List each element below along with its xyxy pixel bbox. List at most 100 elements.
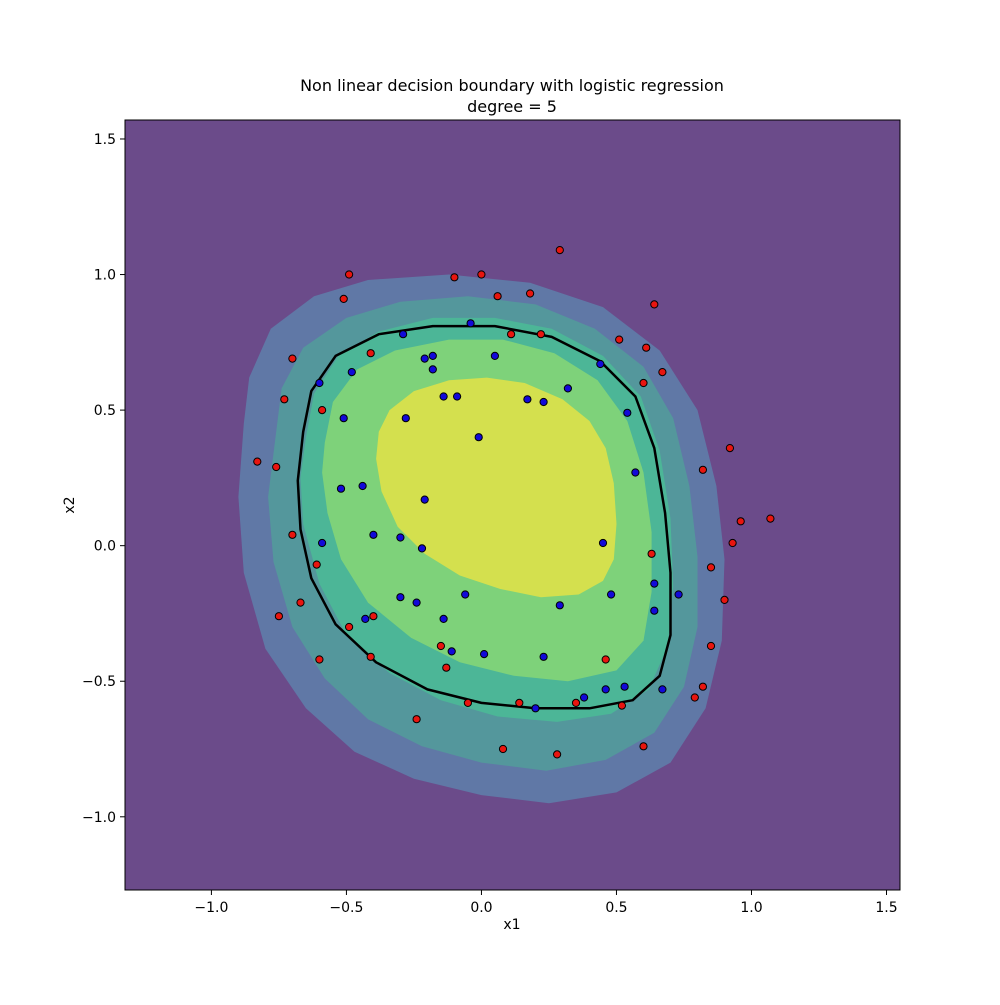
scatter-point-series-1 (412, 598, 421, 607)
scatter-point-series-0 (463, 698, 472, 708)
y-tick-label: 1.0 (94, 268, 116, 284)
scatter-point-series-0 (617, 701, 627, 710)
scatter-point-series-0 (639, 742, 648, 751)
scatter-point-series-1 (596, 359, 605, 369)
scatter-point-series-0 (280, 395, 289, 404)
scatter-point-series-1 (580, 693, 589, 702)
scatter-point-series-0 (720, 595, 729, 605)
scatter-point-series-1 (620, 682, 629, 691)
scatter-point-series-0 (698, 682, 708, 691)
scatter-point-series-1 (607, 590, 616, 599)
scatter-point-series-1 (658, 685, 667, 694)
scatter-point-series-1 (650, 579, 659, 588)
scatter-point-series-1 (650, 606, 659, 615)
scatter-point-series-0 (536, 330, 546, 339)
scatter-point-series-1 (428, 365, 437, 374)
scatter-point-series-1 (539, 652, 548, 661)
scatter-point-series-1 (601, 685, 610, 694)
scatter-point-series-0 (477, 270, 486, 279)
x-tick-label: 1.5 (875, 900, 897, 916)
scatter-point-series-0 (253, 457, 262, 466)
scatter-point-series-0 (312, 560, 321, 569)
scatter-point-series-0 (515, 698, 524, 708)
scatter-point-series-0 (442, 663, 451, 672)
scatter-point-series-0 (526, 289, 535, 298)
x-tick-label: −0.5 (329, 900, 363, 916)
scatter-point-series-1 (361, 614, 370, 624)
scatter-point-series-1 (466, 319, 475, 328)
scatter-point-series-1 (336, 484, 346, 493)
scatter-point-series-0 (339, 294, 348, 303)
scatter-point-series-0 (642, 343, 651, 352)
scatter-point-series-1 (417, 544, 427, 553)
scatter-point-series-1 (631, 468, 640, 477)
scatter-point-series-1 (598, 538, 608, 548)
y-tick-label: 0.5 (94, 403, 116, 419)
scatter-point-series-1 (369, 530, 378, 539)
scatter-point-series-0 (725, 444, 735, 453)
scatter-point-series-1 (396, 533, 405, 542)
scatter-point-series-1 (563, 384, 573, 393)
scatter-point-series-1 (399, 330, 408, 339)
chart-title: Non linear decision boundary with logist… (300, 76, 724, 95)
scatter-point-series-0 (650, 300, 659, 309)
scatter-point-series-0 (412, 715, 421, 724)
scatter-point-series-0 (345, 622, 354, 632)
y-tick-label: −0.5 (82, 674, 116, 690)
scatter-point-series-1 (428, 351, 437, 360)
scatter-point-series-0 (698, 465, 708, 474)
scatter-point-series-0 (366, 652, 375, 661)
scatter-point-series-1 (420, 495, 429, 504)
scatter-point-series-0 (601, 655, 610, 664)
y-tick-label: 1.5 (94, 132, 116, 148)
scatter-point-series-0 (615, 335, 624, 344)
x-tick-label: 0.0 (470, 900, 492, 916)
scatter-point-series-1 (674, 590, 683, 599)
scatter-point-series-1 (439, 392, 448, 401)
scatter-point-series-1 (539, 397, 548, 407)
x-tick-label: 0.5 (605, 900, 627, 916)
scatter-point-series-0 (450, 273, 459, 282)
x-axis: −1.0 −0.5 0.0 0.5 1.0 1.5 (194, 890, 898, 916)
scatter-point-series-1 (474, 433, 483, 442)
contour-level-6 (376, 377, 617, 598)
scatter-point-series-0 (647, 549, 656, 558)
scatter-point-series-1 (490, 351, 499, 360)
scatter-point-series-0 (436, 641, 445, 651)
scatter-point-series-0 (555, 246, 564, 255)
chart-subtitle: degree = 5 (467, 97, 557, 116)
scatter-point-series-0 (736, 517, 745, 526)
scatter-point-series-1 (461, 590, 470, 599)
scatter-point-series-0 (296, 598, 305, 607)
scatter-point-series-0 (272, 462, 281, 472)
scatter-point-series-0 (728, 538, 737, 548)
scatter-point-series-1 (480, 650, 489, 659)
y-tick-label: −1.0 (82, 810, 116, 826)
scatter-point-series-0 (690, 693, 699, 702)
plot-area (125, 120, 900, 890)
y-tick-label: 0.0 (94, 539, 116, 555)
scatter-point-series-1 (401, 414, 410, 423)
scatter-point-series-0 (639, 378, 648, 388)
scatter-point-series-0 (706, 563, 716, 572)
scatter-point-series-1 (396, 593, 405, 602)
scatter-point-series-0 (274, 612, 283, 621)
scatter-point-series-0 (571, 698, 581, 708)
y-axis-label: x2 (62, 496, 78, 513)
y-axis: −1.0 −0.5 0.0 0.5 1.0 1.5 (82, 132, 125, 826)
scatter-point-series-1 (315, 378, 324, 388)
scatter-point-series-0 (288, 530, 297, 539)
x-axis-label: x1 (503, 917, 520, 933)
scatter-point-series-0 (553, 750, 562, 759)
scatter-point-series-1 (623, 408, 632, 417)
scatter-point-series-1 (523, 395, 532, 404)
scatter-point-series-1 (447, 647, 456, 656)
scatter-point-series-0 (369, 612, 378, 621)
scatter-point-series-1 (555, 601, 564, 610)
scatter-point-series-0 (766, 514, 775, 523)
decision-boundary (296, 324, 672, 710)
x-tick-label: 1.0 (740, 900, 762, 916)
scatter-point-series-1 (531, 704, 540, 713)
